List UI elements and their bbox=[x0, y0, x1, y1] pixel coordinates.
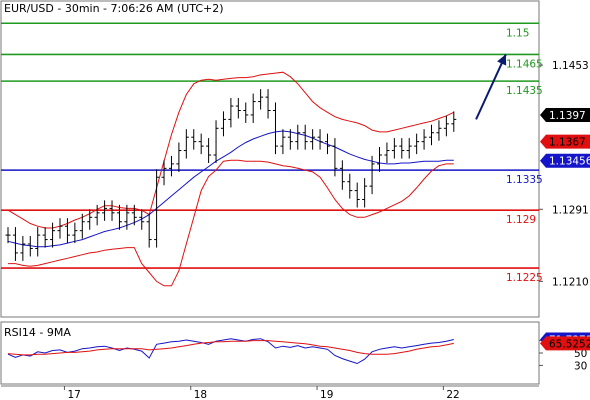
price-tag-label: 1.1367 bbox=[549, 137, 586, 149]
price-bar bbox=[451, 111, 457, 132]
price-bar bbox=[317, 129, 323, 150]
time-axis-label: 22 bbox=[446, 389, 459, 400]
price-bar bbox=[272, 102, 278, 155]
price-bar bbox=[339, 160, 345, 190]
price-bar bbox=[154, 169, 160, 248]
price-tag: 1.1397 bbox=[540, 107, 590, 122]
price-bar bbox=[161, 160, 167, 186]
price-bar bbox=[347, 173, 353, 199]
chart-title: EUR/USD - 30min - 7:06:26 AM (UTC+2) bbox=[4, 2, 224, 15]
price-bar bbox=[302, 124, 308, 150]
price-tag-label: 65.5252 bbox=[549, 338, 590, 350]
rsi-axis-label: 30 bbox=[574, 360, 587, 372]
price-bar bbox=[265, 89, 271, 119]
price-bar bbox=[406, 138, 412, 159]
price-tag-label: 1.1397 bbox=[549, 110, 586, 122]
price-bar bbox=[391, 138, 397, 159]
price-bar bbox=[280, 129, 286, 155]
time-axis-label: 17 bbox=[67, 389, 80, 400]
price-bar bbox=[443, 115, 449, 137]
time-axis-label: 19 bbox=[320, 389, 333, 400]
price-bar bbox=[102, 200, 108, 221]
price-bar bbox=[42, 227, 48, 248]
rsi-title: RSI14 - 9MA bbox=[4, 326, 71, 339]
price-bar bbox=[64, 218, 70, 244]
forecast-arrow-line bbox=[475, 53, 507, 120]
time-axis-label: 18 bbox=[194, 389, 207, 400]
price-bar bbox=[295, 124, 301, 150]
price-bar bbox=[183, 129, 189, 159]
price-tag: 65.5252 bbox=[540, 336, 590, 351]
price-bar bbox=[354, 182, 360, 208]
price-bar bbox=[399, 138, 405, 159]
price-bar bbox=[87, 209, 93, 230]
price-bar bbox=[168, 155, 174, 177]
price-tag: 1.1367 bbox=[540, 134, 590, 149]
price-tag: 1.13456 bbox=[540, 153, 590, 168]
rsi-line bbox=[7, 338, 454, 365]
price-axis-label: 1.1453 bbox=[552, 60, 589, 72]
price-bar bbox=[429, 124, 435, 146]
price-bar bbox=[332, 138, 338, 177]
price-axis-label: 1.1210 bbox=[552, 276, 589, 288]
rsi-ma-line bbox=[7, 340, 454, 356]
price-bar bbox=[146, 213, 152, 248]
time-axis: 17 18 19 22 bbox=[1, 385, 539, 400]
price-bar bbox=[243, 102, 249, 123]
price-bar bbox=[35, 227, 41, 257]
price-bar bbox=[213, 120, 219, 164]
price-bar bbox=[220, 111, 226, 137]
price-bar bbox=[377, 146, 382, 172]
price-bar bbox=[27, 235, 33, 257]
price-bar bbox=[20, 235, 26, 261]
level-label: 1.1225 bbox=[506, 272, 543, 284]
price-bar bbox=[324, 133, 330, 155]
price-bar bbox=[109, 200, 115, 221]
price-bar bbox=[310, 129, 316, 150]
price-bar bbox=[384, 142, 390, 164]
price-tag-label: 1.13456 bbox=[549, 156, 590, 168]
price-axis-label: 1.1291 bbox=[552, 204, 589, 216]
price-bar bbox=[287, 129, 293, 150]
price-bar bbox=[258, 89, 264, 110]
price-bar bbox=[206, 138, 212, 164]
forecast-arrow-head bbox=[497, 54, 507, 66]
price-bar bbox=[94, 204, 100, 226]
price-bar bbox=[198, 133, 204, 155]
price-panel: 1.15 1.1465 1.1435 1.1335 1.129 1.1225 1.1453… bbox=[0, 0, 590, 318]
price-bar bbox=[79, 213, 85, 239]
price-bar bbox=[12, 227, 18, 261]
price-bar bbox=[131, 204, 137, 226]
price-bar bbox=[250, 93, 256, 123]
bollinger-lower-line bbox=[8, 159, 454, 287]
rsi-axis-label: 50 bbox=[574, 348, 587, 360]
level-label: 1.1435 bbox=[506, 85, 543, 97]
price-bar bbox=[228, 98, 234, 128]
level-label: 1.1465 bbox=[506, 58, 543, 70]
level-label: 1.15 bbox=[506, 27, 529, 39]
price-bar bbox=[124, 204, 130, 230]
price-bar bbox=[191, 129, 197, 150]
level-label: 1.1335 bbox=[506, 174, 543, 186]
price-bar bbox=[414, 133, 420, 155]
price-bar bbox=[362, 178, 368, 208]
price-bar bbox=[139, 209, 145, 230]
price-bar bbox=[235, 98, 241, 119]
price-bar bbox=[5, 227, 11, 244]
price-bar bbox=[116, 204, 122, 230]
price-bar bbox=[50, 222, 56, 248]
price-bar bbox=[176, 142, 182, 172]
rsi-panel: 705030 71.737165.5252 bbox=[0, 321, 590, 385]
price-bar bbox=[421, 129, 427, 150]
price-bar bbox=[436, 120, 442, 141]
level-label: 1.129 bbox=[506, 214, 536, 226]
price-bar bbox=[57, 218, 63, 239]
price-bar bbox=[369, 155, 375, 195]
price-bar bbox=[72, 222, 78, 244]
